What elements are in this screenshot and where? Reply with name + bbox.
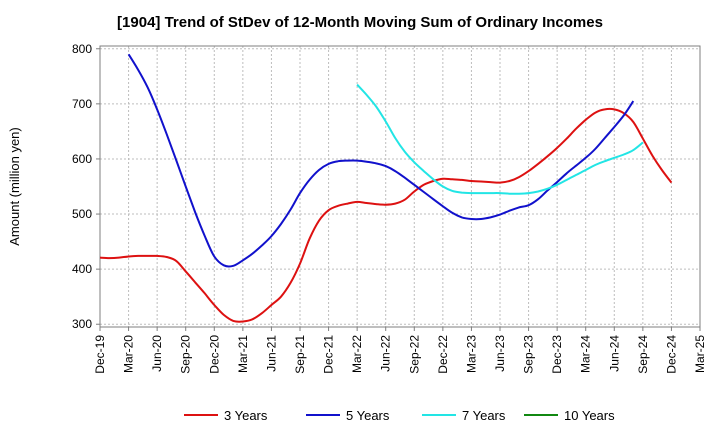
legend-label: 7 Years xyxy=(462,408,506,423)
x-tick-label: Sep-20 xyxy=(179,335,193,374)
x-tick-label: Dec-20 xyxy=(207,335,221,374)
y-tick-label: 600 xyxy=(72,152,92,166)
x-tick-label: Mar-24 xyxy=(579,335,593,373)
x-tick-label: Mar-20 xyxy=(122,335,136,373)
x-tick-label: Jun-20 xyxy=(150,335,164,372)
x-tick-label: Mar-22 xyxy=(350,335,364,373)
legend-label: 3 Years xyxy=(224,408,268,423)
x-tick-label: Sep-24 xyxy=(636,335,650,374)
y-tick-label: 400 xyxy=(72,262,92,276)
grid-lines xyxy=(99,46,701,327)
x-tick-label: Sep-23 xyxy=(522,335,536,374)
series-line-2 xyxy=(127,53,635,268)
chart-title: [1904] Trend of StDev of 12-Month Moving… xyxy=(117,14,603,31)
plot-area xyxy=(99,45,701,328)
x-tick-label: Sep-22 xyxy=(407,335,421,374)
x-tick-label: Mar-25 xyxy=(693,335,707,373)
legend-label: 5 Years xyxy=(346,408,390,423)
x-axis: Dec-19 Mar-20 Jun-20 Sep-20 Dec-20 Mar-21 Jun-… xyxy=(93,327,707,374)
y-tick-label: 800 xyxy=(72,42,92,56)
x-tick-label: Dec-19 xyxy=(93,335,107,374)
x-tick-label: Dec-21 xyxy=(322,335,336,374)
x-tick-label: Mar-21 xyxy=(236,335,250,373)
y-axis: 300 400 500 600 700 800 xyxy=(72,42,100,331)
x-tick-label: Dec-24 xyxy=(664,335,678,374)
x-tick-label: Dec-22 xyxy=(436,335,450,374)
x-tick-label: Jun-21 xyxy=(264,335,278,372)
series-lines xyxy=(99,53,673,323)
legend-label: 10 Years xyxy=(564,408,615,423)
x-tick-label: Jun-23 xyxy=(493,335,507,372)
x-tick-label: Jun-24 xyxy=(607,335,621,372)
legend: 3 Years 5 Years 7 Years 10 Years xyxy=(184,408,615,423)
series-line-3 xyxy=(356,83,644,195)
x-tick-label: Sep-21 xyxy=(293,335,307,374)
x-tick-label: Dec-23 xyxy=(550,335,564,374)
y-axis-label: Amount (million yen) xyxy=(7,127,22,246)
y-tick-label: 500 xyxy=(72,207,92,221)
series-line-1 xyxy=(99,107,673,323)
y-tick-label: 700 xyxy=(72,97,92,111)
x-tick-label: Jun-22 xyxy=(379,335,393,372)
y-tick-label: 300 xyxy=(72,317,92,331)
x-tick-label: Mar-23 xyxy=(464,335,478,373)
